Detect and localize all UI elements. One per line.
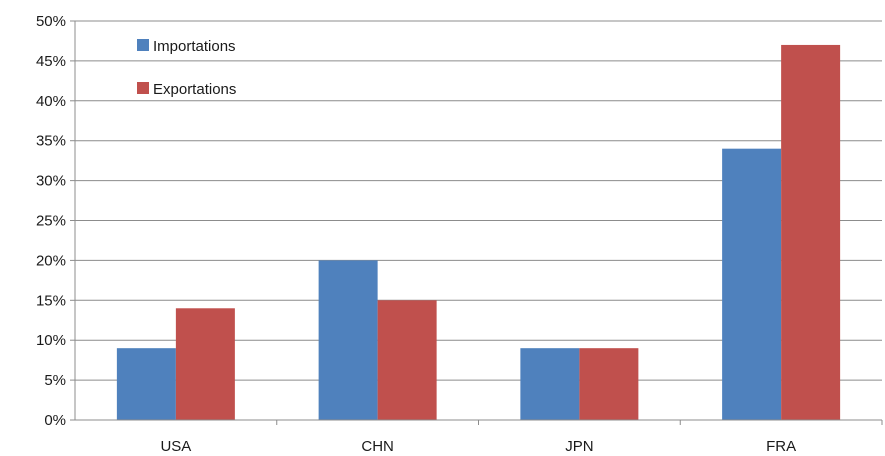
y-tick-label: 50%	[36, 13, 66, 30]
legend-swatch-importations	[137, 39, 149, 51]
legend-label-exportations: Exportations	[153, 81, 236, 98]
x-tick-labels: USA CHN JPN FRA	[160, 438, 796, 455]
x-tick-label: USA	[160, 438, 191, 455]
y-tick-label: 30%	[36, 173, 66, 190]
y-tick-label: 10%	[36, 332, 66, 349]
bar-importations-usa	[116, 348, 176, 420]
legend: Importations Exportations	[137, 38, 236, 98]
legend-swatch-exportations	[137, 82, 149, 94]
axes	[70, 20, 883, 425]
legend-label-importations: Importations	[153, 38, 236, 55]
legend-item-exportations: Exportations	[137, 81, 236, 98]
bar-exportations-jpn	[579, 348, 639, 420]
legend-item-importations: Importations	[137, 38, 236, 55]
y-tick-label: 45%	[36, 53, 66, 70]
y-tick-label: 40%	[36, 93, 66, 110]
x-tick-label: CHN	[361, 438, 394, 455]
y-tick-label: 15%	[36, 292, 66, 309]
bar-exportations-usa	[175, 308, 235, 420]
bar-importations-jpn	[520, 348, 580, 420]
bars	[116, 44, 841, 420]
y-tick-label: 0%	[44, 412, 66, 429]
y-tick-label: 5%	[44, 372, 66, 389]
y-tick-label: 25%	[36, 213, 66, 230]
bar-exportations-chn	[377, 300, 437, 420]
x-tick-label: FRA	[766, 438, 796, 455]
x-tick-label: JPN	[565, 438, 593, 455]
y-tick-label: 35%	[36, 133, 66, 150]
y-tick-labels: 0% 5% 10% 15% 20% 25% 30% 35% 40% 45% 50%	[36, 13, 66, 429]
gridlines	[75, 20, 882, 381]
bar-importations-chn	[318, 260, 378, 420]
y-tick-label: 20%	[36, 252, 66, 269]
bar-exportations-fra	[781, 44, 841, 420]
bar-importations-fra	[722, 148, 782, 420]
